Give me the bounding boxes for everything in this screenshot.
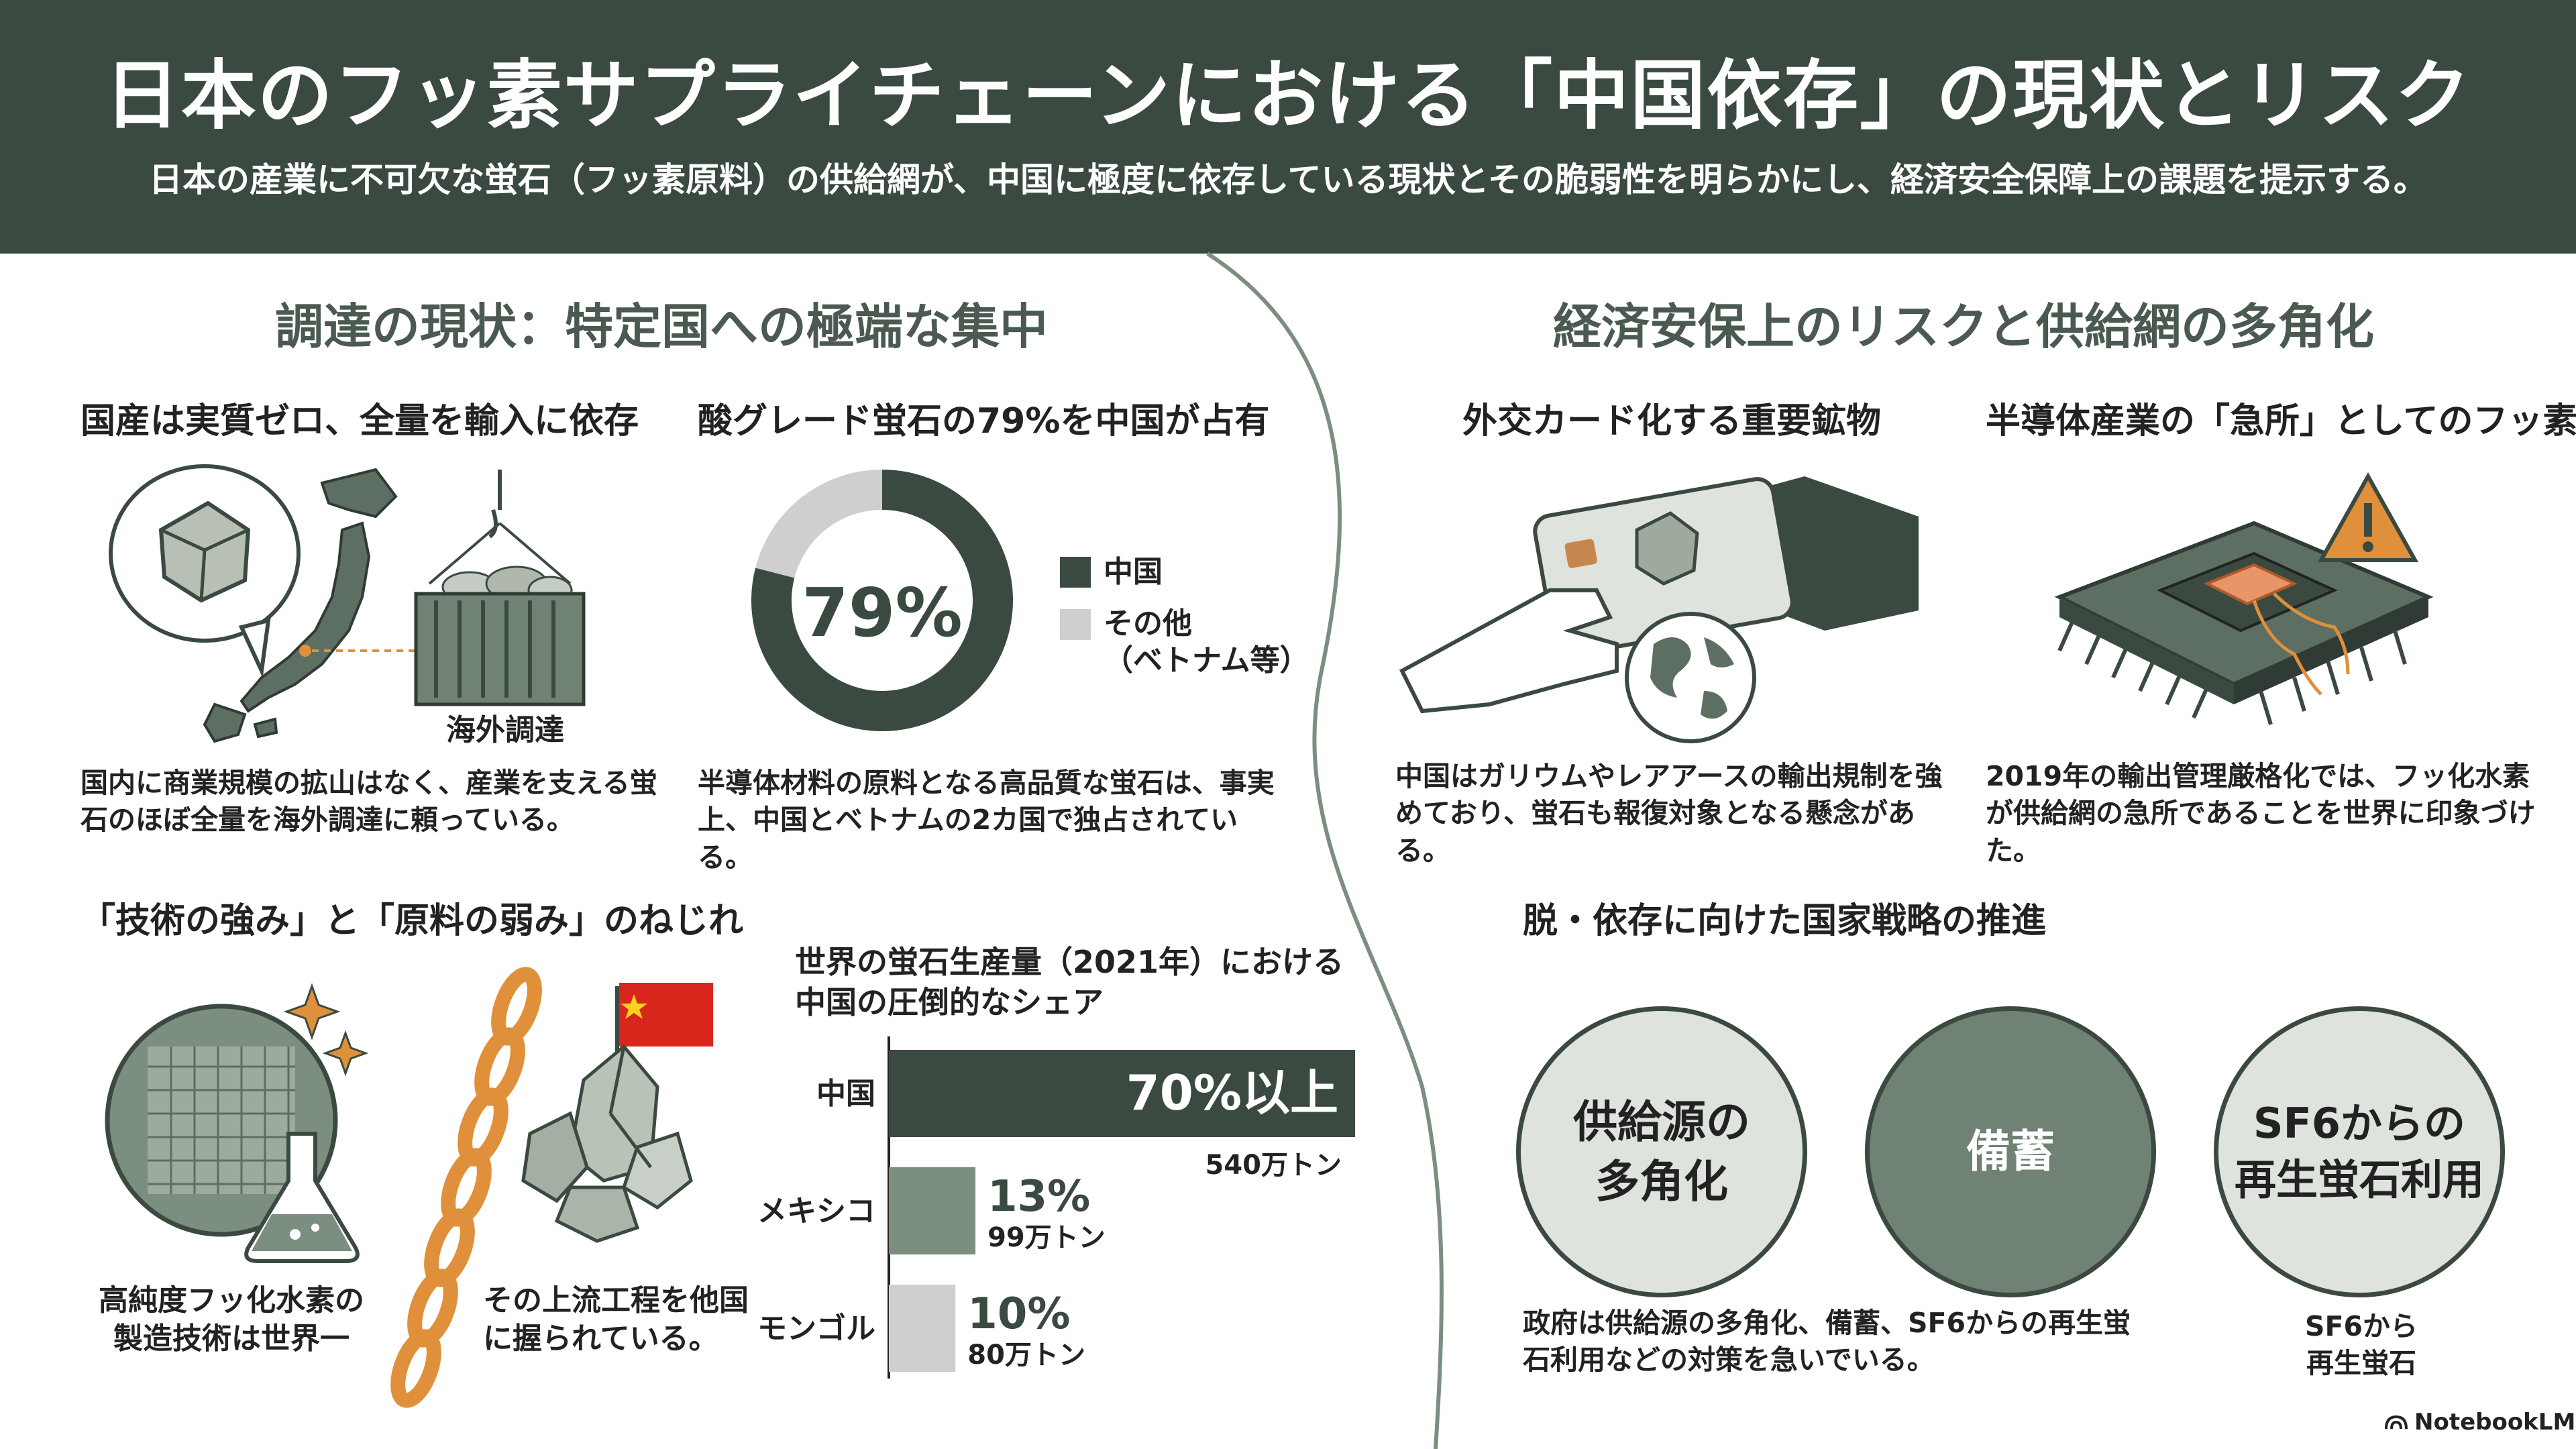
bar-category-label-1: メキシコ <box>757 1194 875 1228</box>
hand-holding-card-icon <box>1399 476 1919 714</box>
legend-label-other-line1: その他 <box>1104 606 1192 641</box>
strategy-circle-sf6-line1: SF6からの <box>2253 1099 2466 1148</box>
shipping-container-icon <box>414 470 586 706</box>
acid-grade-donut-chart <box>751 470 1013 731</box>
japan-import-illustration <box>109 464 586 743</box>
container-label: 海外調達 <box>446 713 564 747</box>
bar-category-label-2: モンゴル <box>757 1311 875 1346</box>
notebooklm-logo-icon <box>2385 1415 2408 1430</box>
semiconductor-text: 2019年の輸出管理厳格化では、フッ化水素が供給網の急所であることを世界に印象づ… <box>1986 760 2536 867</box>
globe-icon <box>1625 612 1756 743</box>
raw-caption: その上流工程を他国に握られている。 <box>483 1283 749 1356</box>
donut-center-label: 79% <box>802 574 963 652</box>
diplomatic-heading: 外交カード化する重要鉱物 <box>1462 401 1882 441</box>
left-section-title: 調達の現状：特定国への極端な集中 <box>275 299 1049 355</box>
donut-slice-0 <box>751 470 1013 731</box>
notebooklm-brand-label: NotebookLM <box>2414 1409 2576 1436</box>
bar-sub-label-2: 80万トン <box>967 1340 1085 1371</box>
legend-swatch-china <box>1060 557 1091 588</box>
legend-label-other: その他 （ベトナム等） <box>1104 605 1309 679</box>
strategy-circle-sf6: SF6からの 再生蛍石利用 <box>2214 1006 2505 1297</box>
acid-grade-text: 半導体材料の原料となる高品質な蛍石は、事実上、中国とベトナムの2カ国で独占されて… <box>698 767 1275 873</box>
bar-2 <box>889 1285 956 1372</box>
diplomatic-text: 中国はガリウムやレアアースの輸出規制を強めており、蛍石も報復対象となる懸念がある… <box>1395 760 1943 867</box>
fluorite-crystal-icon <box>521 1044 693 1243</box>
bar-value-label-0: 70%以上 <box>1126 1065 1338 1121</box>
mineral-bubble-icon <box>109 464 301 678</box>
semiconductor-chip-illustration <box>2054 472 2434 725</box>
silicon-wafer-icon <box>105 1004 338 1237</box>
bar-chart-title-line1: 世界の蛍石生産量（2021年）における <box>795 944 1344 980</box>
sparkle-icon <box>283 983 369 1077</box>
legend-label-china: 中国 <box>1104 555 1163 589</box>
japan-map-icon <box>203 468 423 743</box>
right-section-title: 経済安保上のリスクと供給網の多角化 <box>1553 299 2375 355</box>
bar-value-label-1: 13% <box>987 1172 1090 1222</box>
strategy-circle-diversify-line2: 多角化 <box>1595 1156 1728 1208</box>
strategy-circle-sf6-line2: 再生蛍石利用 <box>2234 1155 2484 1204</box>
warning-icon <box>2317 472 2419 562</box>
bar-0 <box>889 1050 1355 1137</box>
diplomatic-card-illustration <box>1399 476 1919 743</box>
strategy-circle-stockpile-label: 備蓄 <box>1966 1126 2055 1178</box>
semiconductor-heading: 半導体産業の「急所」としてのフッ素 <box>1986 401 2576 441</box>
bar-category-label-0: 中国 <box>816 1077 875 1111</box>
strategy-circle-diversify-line1: 供給源の <box>1573 1095 1750 1148</box>
bar-chart-title: 世界の蛍石生産量（2021年）における 中国の圧倒的なシェア <box>795 943 1344 1023</box>
tech-caption: 高純度フッ化水素の製造技術は世界一 <box>99 1283 364 1356</box>
twist-heading: 「技術の強み」と「原料の弱み」のねじれ <box>80 901 744 941</box>
strategy-circle-stockpile: 備蓄 <box>1865 1006 2156 1297</box>
page-title: 日本のフッ素サプライチェーンにおける「中国依存」の現状とリスク <box>104 52 2472 140</box>
notebooklm-brand: NotebookLM <box>2385 1409 2575 1436</box>
acid-grade-heading: 酸グレード蛍石の79%を中国が占有 <box>698 401 1270 441</box>
legend-swatch-other <box>1060 609 1091 640</box>
strategy-heading: 脱・依存に向けた国家戦略の推進 <box>1523 901 2047 941</box>
bar-1 <box>889 1167 976 1254</box>
legend-label-other-line2: （ベトナム等） <box>1104 643 1309 678</box>
domestic-text: 国内に商業規模の拡山はなく、産業を支える蛍石のほぼ全量を海外調達に頼っている。 <box>80 767 657 837</box>
page-subtitle: 日本の産業に不可欠な蛍石（フッ素原料）の供給網が、中国に極度に依存している現状と… <box>149 160 2427 199</box>
bar-sub-label-0: 540万トン <box>1205 1150 1342 1181</box>
header-banner <box>0 0 2576 254</box>
strategy-small-note: SF6から再生蛍石 <box>2304 1310 2418 1380</box>
bar-sub-label-1: 99万トン <box>987 1222 1106 1253</box>
chip-icon <box>2054 521 2434 725</box>
strategy-circle-diversify: 供給源の 多角化 <box>1516 1006 1807 1297</box>
donut-slice-1 <box>755 470 883 579</box>
domestic-heading: 国産は実質ゼロ、全量を輸入に依存 <box>80 401 639 441</box>
bar-value-label-2: 10% <box>967 1289 1070 1339</box>
bar-chart-title-line2: 中国の圧倒的なシェア <box>795 983 1104 1020</box>
flask-icon <box>244 1132 360 1263</box>
tech-vs-raw-illustration <box>105 967 713 1408</box>
strategy-text: 政府は供給源の多角化、備蓄、SF6からの再生蛍石利用などの対策を急いでいる。 <box>1523 1307 2131 1377</box>
chain-icon <box>390 967 542 1408</box>
